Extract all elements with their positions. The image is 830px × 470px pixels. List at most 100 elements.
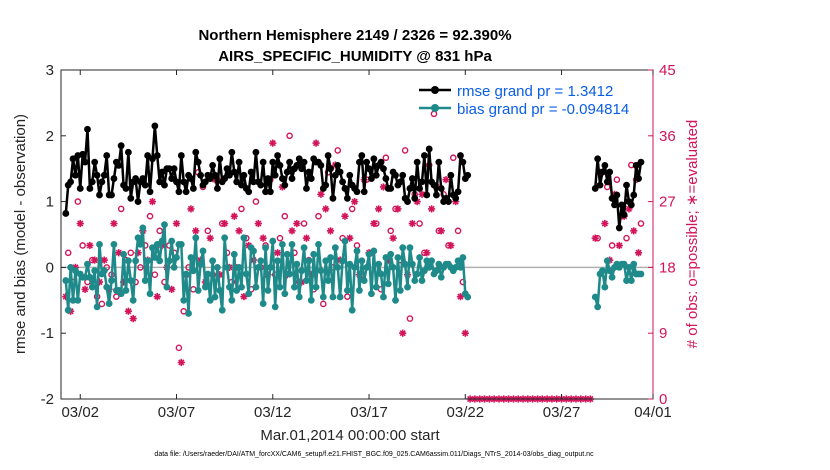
rmse-point [194,158,202,166]
bias-point [331,244,339,252]
bias-point [303,277,310,284]
rmse-point [88,178,96,186]
bias-point [214,264,221,271]
rmse-point [392,171,399,179]
obs-possible-point [156,227,163,235]
rmse-point [238,181,245,189]
rmse-point [630,191,638,199]
bias-point [281,290,289,298]
obs-possible-point [98,300,106,308]
bias-point [271,303,279,311]
rmse-point [430,181,438,189]
y-tick-label: -1 [41,325,54,342]
rmse-point [341,185,349,192]
bias-point [317,267,325,275]
bias-point [197,260,204,268]
bias-point [368,290,375,298]
rmse-point [151,122,159,130]
rmse-point [81,158,89,166]
bias-point [223,264,231,271]
bias-point [380,293,387,301]
bias-point [336,293,344,301]
bias-point [387,250,395,258]
bias-point [365,250,373,258]
rmse-point [177,152,185,159]
data-file-footer: data file: /Users/raeder/DAI/ATM_forcXX/… [154,451,594,458]
bias-point [170,264,178,271]
rmse-point [295,155,303,163]
rmse-point [216,155,224,163]
bias-point [192,234,200,242]
y2-axis-label: # of obs: o=possible; ∗=evaluated [684,120,701,349]
obs-evaluated-point [221,219,229,228]
bias-point [250,247,257,255]
bias-point [315,240,322,248]
bias-point [264,287,272,294]
bias-point [389,264,397,271]
bias-point [291,283,298,291]
obs-evaluated-point [615,241,623,250]
bias-point [324,277,332,284]
bias-point [327,254,334,261]
obs-possible-point [348,205,356,213]
bias-point [360,277,368,284]
bias-point [401,260,409,268]
bias-point [228,296,236,304]
rmse-point [454,188,462,196]
bias-point [120,250,127,258]
rmse-point [187,175,195,182]
bias-point [300,244,308,252]
obs-possible-point [344,293,351,300]
bias-point [392,296,399,304]
bias-point [404,283,411,291]
bias-point [72,267,79,275]
legend-label-bias: bias grand pr = -0.094814 [457,101,629,118]
rmse-point [418,178,426,186]
y-tick-label: 0 [46,259,54,276]
obs-evaluated-point [187,205,195,213]
rmse-point [305,168,313,176]
obs-possible-point [74,198,82,205]
bias-point [384,280,392,288]
obs-evaluated-point [447,241,455,250]
rmse-point [382,175,390,182]
obs-evaluated-point [192,227,200,235]
bias-point [625,264,633,271]
rmse-point [221,175,229,182]
rmse-point [331,171,339,179]
bias-point [137,240,144,248]
bias-point [603,257,611,265]
rmse-point [76,185,84,192]
obs-evaluated-point [634,249,643,257]
bias-point [81,273,89,281]
bias-point [329,293,337,301]
rmse-point [230,168,238,176]
obs-evaluated-point [370,219,378,228]
rmse-point [437,185,445,192]
obs-evaluated-point [428,205,436,213]
bias-point [127,277,135,284]
bias-point [124,257,132,265]
rmse-point [627,201,635,209]
rmse-point [606,168,614,176]
obs-possible-point [387,227,394,235]
bias-point [454,257,462,265]
rmse-point [406,185,414,192]
rmse-point [278,175,286,182]
rmse-point [72,171,79,179]
obs-evaluated-point [302,234,311,242]
rmse-point [596,181,604,189]
bias-point [423,257,431,265]
bias-point [91,267,99,275]
bias-point [420,267,428,275]
bias-point [346,260,354,268]
rmse-point [420,152,428,159]
bias-point [105,300,113,307]
rmse-point [240,171,248,179]
rmse-point [435,158,443,166]
bias-point [312,283,320,291]
bias-point [96,240,103,248]
bias-point [67,264,75,271]
bias-point [74,296,82,304]
